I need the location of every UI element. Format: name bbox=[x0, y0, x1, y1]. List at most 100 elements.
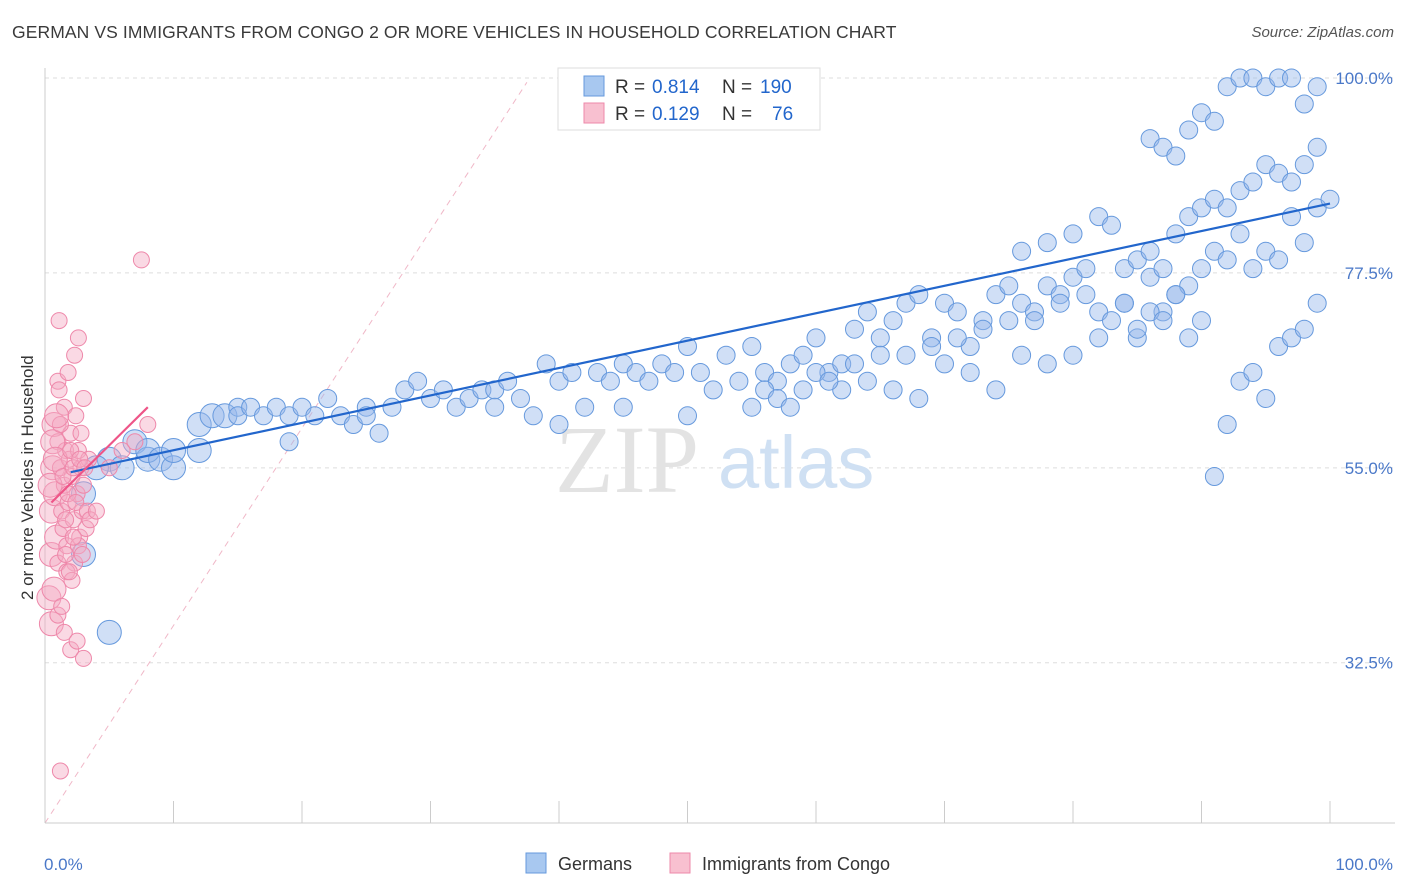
point-germans bbox=[947, 302, 967, 322]
point-germans bbox=[1012, 345, 1032, 365]
stats-swatch-congo bbox=[583, 102, 605, 124]
point-germans bbox=[549, 415, 569, 434]
point-germans bbox=[562, 363, 582, 382]
point-germans bbox=[1089, 328, 1109, 348]
point-congo bbox=[68, 632, 86, 650]
x-tick-label-min: 0.0% bbox=[44, 855, 83, 874]
point-germans bbox=[1166, 285, 1186, 305]
stats-legend: R = 0.814 N = 190 R = 0.129 N = 76 bbox=[557, 67, 821, 131]
point-congo bbox=[50, 381, 68, 399]
point-germans bbox=[986, 380, 1006, 400]
series-legend: Germans Immigrants from Congo bbox=[525, 852, 890, 874]
point-germans bbox=[1256, 389, 1276, 408]
point-congo bbox=[62, 442, 80, 459]
series-congo-points bbox=[36, 251, 157, 780]
watermark-atlas: atlas bbox=[718, 421, 874, 504]
point-germans bbox=[639, 371, 659, 391]
point-germans bbox=[806, 328, 826, 348]
trend-line-congo bbox=[50, 406, 149, 504]
point-congo bbox=[67, 407, 85, 425]
point-germans bbox=[909, 389, 929, 408]
y-axis-label: 2 or more Vehicles in Household bbox=[18, 355, 37, 600]
point-germans bbox=[96, 619, 122, 645]
point-congo bbox=[42, 446, 68, 472]
stats-n-label-germans: N = bbox=[722, 77, 752, 98]
point-germans bbox=[1230, 224, 1250, 244]
point-germans bbox=[1037, 233, 1057, 253]
point-congo bbox=[75, 649, 92, 667]
point-germans bbox=[922, 337, 942, 356]
point-germans bbox=[600, 371, 620, 391]
point-germans bbox=[819, 371, 839, 391]
point-germans bbox=[1294, 319, 1314, 339]
point-germans bbox=[1012, 241, 1032, 261]
point-germans bbox=[1243, 172, 1263, 192]
stats-r-value-congo: 0.129 bbox=[652, 104, 700, 125]
point-germans bbox=[960, 363, 980, 382]
point-germans bbox=[716, 345, 736, 365]
trend-line-germans bbox=[70, 202, 1331, 474]
point-germans bbox=[318, 389, 338, 408]
y-tick-label: 77.5% bbox=[1345, 264, 1393, 283]
point-germans bbox=[536, 354, 556, 374]
point-germans bbox=[909, 285, 929, 305]
point-germans bbox=[523, 406, 543, 426]
point-congo bbox=[60, 450, 78, 468]
point-congo bbox=[50, 312, 68, 330]
point-congo bbox=[44, 524, 70, 550]
point-germans bbox=[186, 412, 212, 437]
point-germans bbox=[1050, 293, 1070, 313]
point-congo bbox=[77, 520, 95, 537]
point-germans bbox=[999, 311, 1019, 331]
point-congo bbox=[53, 597, 71, 615]
point-germans bbox=[1063, 345, 1083, 365]
point-congo bbox=[59, 364, 77, 381]
stats-r-label-germans: R = bbox=[615, 77, 645, 98]
point-germans bbox=[1127, 319, 1147, 339]
point-congo bbox=[73, 546, 91, 563]
point-germans bbox=[1076, 259, 1096, 279]
y-tick-label: 32.5% bbox=[1345, 654, 1393, 673]
point-congo bbox=[57, 442, 75, 459]
point-germans bbox=[1282, 68, 1301, 88]
point-germans bbox=[1179, 328, 1199, 348]
point-congo bbox=[69, 537, 87, 555]
point-congo bbox=[38, 498, 64, 524]
point-germans bbox=[1217, 250, 1237, 270]
point-congo bbox=[87, 502, 105, 520]
y-tick-label: 55.0% bbox=[1345, 459, 1393, 478]
source-label: Source: ZipAtlas.com bbox=[1251, 24, 1394, 41]
point-germans bbox=[613, 397, 633, 417]
stats-swatch-germans bbox=[583, 75, 605, 97]
stats-n-label-congo: N = bbox=[722, 104, 752, 125]
point-congo bbox=[75, 390, 92, 407]
point-germans bbox=[408, 371, 428, 391]
identity-reference-line bbox=[44, 82, 528, 824]
point-congo bbox=[71, 450, 89, 468]
point-congo bbox=[62, 641, 80, 659]
point-germans bbox=[161, 455, 186, 481]
point-congo bbox=[41, 576, 67, 602]
point-germans bbox=[883, 311, 903, 331]
axes bbox=[44, 68, 1395, 824]
point-germans bbox=[1307, 293, 1327, 313]
point-germans bbox=[857, 302, 877, 322]
point-germans bbox=[780, 397, 800, 417]
legend-label-germans: Germans bbox=[558, 854, 632, 874]
point-germans bbox=[369, 423, 389, 443]
point-germans bbox=[742, 337, 762, 356]
point-congo bbox=[57, 546, 75, 563]
point-congo bbox=[132, 251, 150, 269]
stats-n-value-congo: 76 bbox=[772, 104, 793, 125]
point-germans bbox=[1282, 172, 1301, 192]
point-germans bbox=[1153, 259, 1173, 279]
point-congo bbox=[36, 585, 62, 611]
point-germans bbox=[511, 389, 530, 408]
point-congo bbox=[44, 403, 70, 429]
legend-swatch-congo bbox=[669, 852, 691, 874]
point-germans bbox=[1102, 215, 1121, 235]
watermark: ZIP atlas bbox=[555, 406, 874, 513]
point-congo bbox=[72, 424, 90, 442]
point-congo bbox=[63, 468, 81, 485]
